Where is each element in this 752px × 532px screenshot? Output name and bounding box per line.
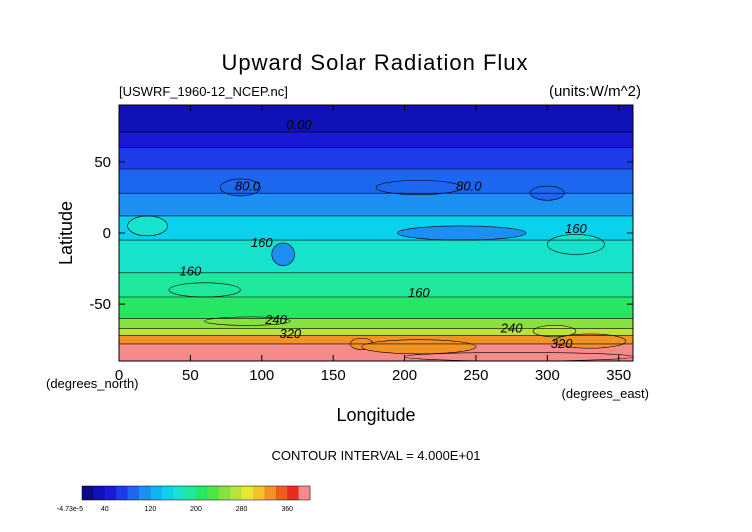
x-axis: 0 50 100 150 200 250 300 350 [115,105,631,384]
x-tick-label-3: 150 [321,367,346,384]
heat-band-4 [119,193,633,216]
heat-blob-12 [554,333,627,349]
contour-label-3: 160 [251,235,273,250]
heat-blob-6 [547,234,605,255]
colorbar-swatch-0 [82,486,94,500]
colorbar-labels: -4.73e-5 40 120 200 280 360 [57,506,293,513]
colorbar-label-4: 280 [236,506,248,513]
heat-blob-1 [375,180,462,195]
y-tick-label-0: -50 [89,296,111,313]
heat-blob-8 [204,316,291,326]
colorbar-swatch-17 [275,486,288,500]
file-label: [USWRF_1960-12_NCEP.nc] [119,84,288,99]
x-tick-label-4: 200 [392,367,417,384]
heat-blob-0 [220,178,261,197]
contour-label-9: 320 [279,326,301,341]
plot-area [119,105,634,362]
colorbar-swatch-8 [173,486,185,500]
colorbar-label-1: 40 [101,506,109,513]
heat-band-9 [119,318,633,329]
colorbar-swatch-13 [230,486,242,500]
contour-label-7: 240 [264,312,287,327]
x-tick-label-7: 350 [606,367,631,384]
heat-blob-5 [127,215,168,237]
heat-band-0 [119,105,633,133]
colorbar-label-2: 120 [145,506,157,513]
chart-title: Upward Solar Radiation Flux [221,50,528,75]
contour-label-10: 320 [551,336,573,351]
heat-blob-10 [361,339,477,355]
x-tick-label-2: 100 [249,367,274,384]
x-tick-label-5: 250 [463,367,488,384]
colorbar-frame [81,485,311,501]
heat-band-1 [119,132,633,148]
y-tick-label-2: 50 [94,154,111,171]
contour-label-2: 80.0 [456,178,482,193]
colorbar-label-0: -4.73e-5 [57,506,83,513]
heat-blob-13 [404,352,634,362]
colorbar-swatch-12 [218,486,231,500]
y-axis: -50 0 50 [89,154,633,313]
colorbar-swatch-16 [264,486,277,500]
colorbar-swatch-15 [253,486,265,500]
colorbar-swatch-11 [207,486,220,500]
colorbar-label-5: 360 [281,506,293,513]
contour-label-8: 240 [500,321,523,336]
contour-label-4: 160 [180,264,202,279]
heat-blob-3 [397,225,527,241]
contour-label-0: 0.00 [286,117,312,132]
colorbar-swatch-9 [184,486,197,500]
colorbar-swatch-5 [139,486,151,500]
colorbar [81,485,311,501]
colorbar-swatch-10 [196,486,208,500]
heat-band-2 [119,147,633,169]
colorbar-swatch-14 [241,486,254,500]
units-label: (units:W/m^2) [549,83,641,100]
heat-band-11 [119,335,633,344]
colorbar-swatch-19 [298,486,311,500]
colorbar-swatch-7 [161,486,174,500]
x-axis-label: Longitude [336,405,415,425]
y-axis-label: Latitude [56,201,76,265]
colorbar-swatch-3 [116,486,128,500]
contour-interval-label: CONTOUR INTERVAL = 4.000E+01 [271,448,480,463]
colorbar-swatch-1 [93,486,106,500]
colorbar-swatch-18 [287,486,299,500]
heat-blob-7 [168,282,241,298]
colorbar-label-3: 200 [190,506,202,513]
contour-label-6: 160 [408,285,430,300]
heat-band-8 [119,297,633,319]
x-unit-label: (degrees_east) [562,386,649,401]
contour-label-5: 160 [565,221,587,236]
y-unit-label: (degrees_north) [46,376,139,391]
heat-blob-4 [271,242,295,267]
heat-band-5 [119,215,633,241]
x-tick-label-6: 300 [535,367,560,384]
x-tick-label-0: 0 [115,367,123,384]
colorbar-swatch-6 [150,486,163,500]
colorbar-swatch-2 [104,486,117,500]
y-tick-label-1: 0 [103,225,111,242]
x-tick-label-1: 50 [182,367,199,384]
colorbar-swatch-4 [127,486,140,500]
contour-label-1: 80.0 [235,178,261,193]
heat-band-10 [119,328,633,336]
